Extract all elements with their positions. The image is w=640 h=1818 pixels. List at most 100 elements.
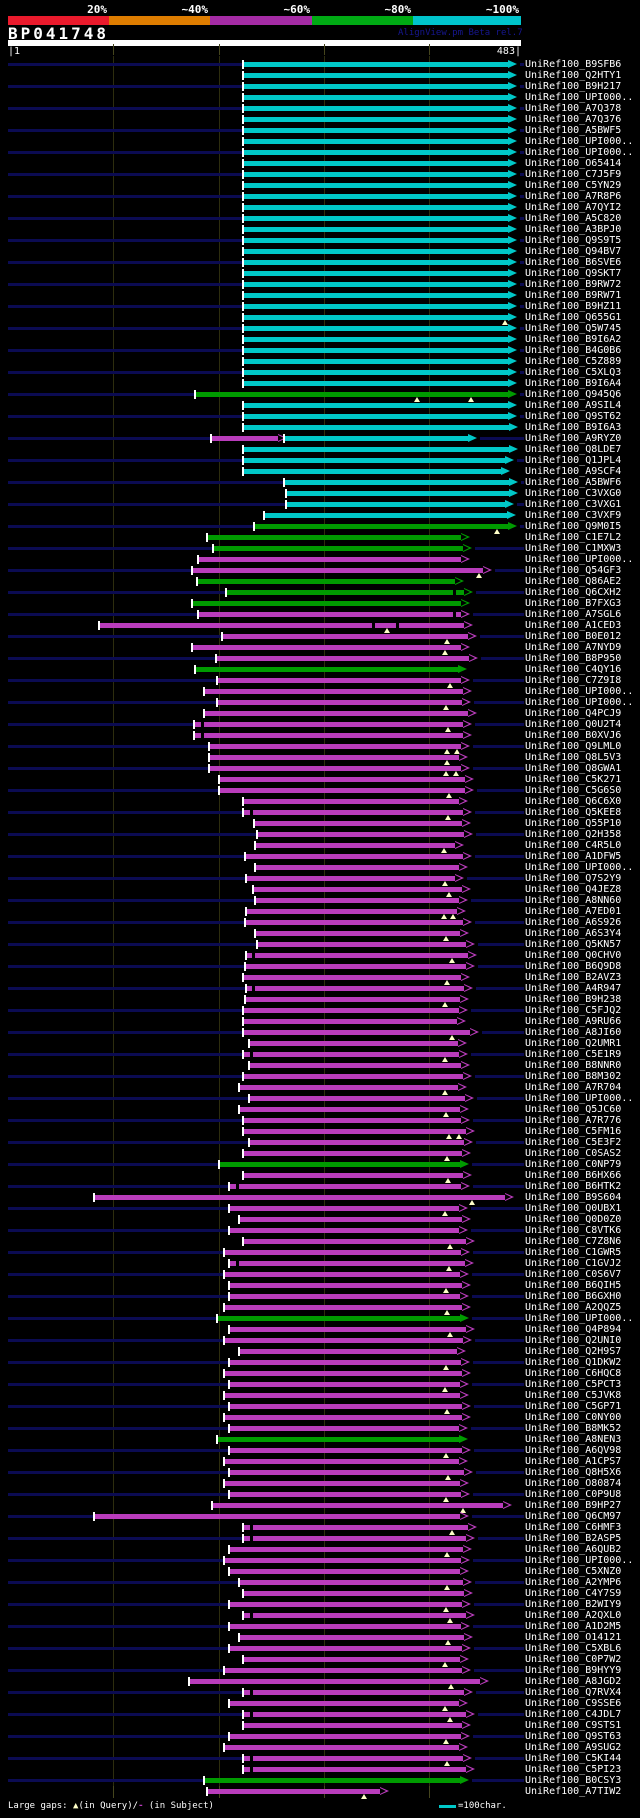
subject-label[interactable]: UniRef100_B0XVJ6 <box>525 730 622 741</box>
hsp-bar[interactable] <box>193 645 461 650</box>
subject-label[interactable]: UniRef100_C5G6S0 <box>525 785 622 796</box>
subject-label[interactable]: UniRef100_B9I6A3 <box>525 422 622 433</box>
subject-label[interactable]: UniRef100_B7FXG3 <box>525 598 622 609</box>
subject-label[interactable]: UniRef100_C5PCT3 <box>525 1379 622 1390</box>
hsp-bar[interactable] <box>244 205 508 210</box>
subject-label[interactable]: UniRef100_Q7S2Y9 <box>525 873 622 884</box>
hsp-bar[interactable] <box>225 1558 461 1563</box>
subject-label[interactable]: UniRef100_Q0UBX1 <box>525 1203 622 1214</box>
subject-label[interactable]: UniRef100_Q1DKW2 <box>525 1357 622 1368</box>
hsp-bar[interactable] <box>205 711 468 716</box>
hsp-bar[interactable] <box>244 1690 464 1695</box>
hsp-bar[interactable] <box>244 337 508 342</box>
subject-label[interactable]: UniRef100_UPI000.. <box>525 1313 634 1324</box>
subject-label[interactable]: UniRef100_B9S604 <box>525 1192 622 1203</box>
hsp-bar[interactable] <box>230 1184 461 1189</box>
hsp-bar[interactable] <box>190 1679 480 1684</box>
subject-label[interactable]: UniRef100_A1D2M5 <box>525 1621 622 1632</box>
hsp-bar[interactable] <box>244 315 508 320</box>
subject-label[interactable]: UniRef100_Q2UNI0 <box>525 1335 622 1346</box>
hsp-bar[interactable] <box>250 1096 465 1101</box>
subject-label[interactable]: UniRef100_A2QXL0 <box>525 1610 622 1621</box>
hsp-bar[interactable] <box>210 755 459 760</box>
hsp-bar[interactable] <box>244 469 501 474</box>
hsp-bar[interactable] <box>230 1701 459 1706</box>
subject-label[interactable]: UniRef100_UPI000.. <box>525 697 634 708</box>
subject-label[interactable]: UniRef100_C5FJQ2 <box>525 1005 622 1016</box>
subject-label[interactable]: UniRef100_A9RYZ0 <box>525 433 622 444</box>
hsp-bar[interactable] <box>230 1624 461 1629</box>
subject-label[interactable]: UniRef100_Q945Q6 <box>525 389 622 400</box>
hsp-bar[interactable] <box>244 1591 464 1596</box>
hsp-bar[interactable] <box>195 722 463 727</box>
hsp-bar[interactable] <box>213 1503 503 1508</box>
subject-label[interactable]: UniRef100_B8NNR0 <box>525 1060 622 1071</box>
hsp-bar[interactable] <box>250 1063 461 1068</box>
hsp-bar[interactable] <box>244 403 508 408</box>
hsp-bar[interactable] <box>244 95 508 100</box>
hsp-bar[interactable] <box>230 1294 460 1299</box>
hsp-bar[interactable] <box>230 1448 462 1453</box>
hsp-bar[interactable] <box>244 1723 462 1728</box>
subject-label[interactable]: UniRef100_A6S926 <box>525 917 622 928</box>
hsp-bar[interactable] <box>244 1030 470 1035</box>
subject-label[interactable]: UniRef100_O80874 <box>525 1478 622 1489</box>
subject-label[interactable]: UniRef100_Q5W745 <box>525 323 622 334</box>
hsp-bar[interactable] <box>225 1338 463 1343</box>
hsp-bar[interactable] <box>244 414 508 419</box>
subject-label[interactable]: UniRef100_UPI000.. <box>525 554 634 565</box>
hsp-bar[interactable] <box>244 975 461 980</box>
subject-label[interactable]: UniRef100_UPI000.. <box>525 686 634 697</box>
subject-label[interactable]: UniRef100_Q5KN57 <box>525 939 622 950</box>
subject-label[interactable]: UniRef100_C1GWR5 <box>525 1247 622 1258</box>
subject-label[interactable]: UniRef100_C5JVK8 <box>525 1390 622 1401</box>
hsp-bar[interactable] <box>244 1074 463 1079</box>
subject-label[interactable]: UniRef100_Q0CHV0 <box>525 950 622 961</box>
subject-label[interactable]: UniRef100_A8JGD2 <box>525 1676 622 1687</box>
hsp-bar[interactable] <box>256 865 459 870</box>
subject-label[interactable]: UniRef100_A2QQZ5 <box>525 1302 622 1313</box>
hsp-bar[interactable] <box>244 425 509 430</box>
hsp-bar[interactable] <box>246 854 463 859</box>
subject-label[interactable]: UniRef100_C0SAS2 <box>525 1148 622 1159</box>
hsp-bar[interactable] <box>244 139 508 144</box>
subject-label[interactable]: UniRef100_Q9M0I5 <box>525 521 622 532</box>
subject-label[interactable]: UniRef100_Q9LML0 <box>525 741 622 752</box>
subject-label[interactable]: UniRef100_Q6C6X0 <box>525 796 622 807</box>
subject-label[interactable]: UniRef100_C3VXG1 <box>525 499 622 510</box>
hsp-bar[interactable] <box>244 227 508 232</box>
hsp-bar[interactable] <box>199 557 461 562</box>
subject-label[interactable]: UniRef100_B9RW71 <box>525 290 622 301</box>
subject-label[interactable]: UniRef100_Q655G1 <box>525 312 622 323</box>
hsp-bar[interactable] <box>193 568 483 573</box>
subject-label[interactable]: UniRef100_B9HP27 <box>525 1500 622 1511</box>
subject-label[interactable]: UniRef100_Q9ST63 <box>525 1731 622 1742</box>
hsp-bar[interactable] <box>244 447 509 452</box>
subject-label[interactable]: UniRef100_O65414 <box>525 158 622 169</box>
hsp-bar[interactable] <box>244 293 508 298</box>
subject-label[interactable]: UniRef100_A7R8P6 <box>525 191 622 202</box>
subject-label[interactable]: UniRef100_A8NN60 <box>525 895 622 906</box>
hsp-bar[interactable] <box>244 1536 466 1541</box>
hsp-bar[interactable] <box>250 1140 464 1145</box>
hsp-bar[interactable] <box>210 766 461 771</box>
subject-label[interactable]: UniRef100_Q6CM97 <box>525 1511 622 1522</box>
hsp-bar[interactable] <box>247 909 457 914</box>
hsp-bar[interactable] <box>225 1745 459 1750</box>
hsp-bar[interactable] <box>244 106 508 111</box>
subject-label[interactable]: UniRef100_UPI000.. <box>525 92 634 103</box>
hsp-bar[interactable] <box>225 1481 460 1486</box>
subject-label[interactable]: UniRef100_Q0D0Z0 <box>525 1214 622 1225</box>
hsp-bar[interactable] <box>205 689 463 694</box>
subject-label[interactable]: UniRef100_B9I6A2 <box>525 334 622 345</box>
subject-label[interactable]: UniRef100_A8JI60 <box>525 1027 622 1038</box>
hsp-bar[interactable] <box>214 546 463 551</box>
hsp-bar[interactable] <box>256 931 460 936</box>
hsp-bar[interactable] <box>244 84 508 89</box>
hsp-bar[interactable] <box>240 1085 458 1090</box>
hsp-bar[interactable] <box>244 1756 463 1761</box>
hsp-bar[interactable] <box>244 799 459 804</box>
hsp-bar[interactable] <box>244 381 508 386</box>
subject-label[interactable]: UniRef100_A6QV98 <box>525 1445 622 1456</box>
subject-label[interactable]: UniRef100_C5XLQ3 <box>525 367 622 378</box>
